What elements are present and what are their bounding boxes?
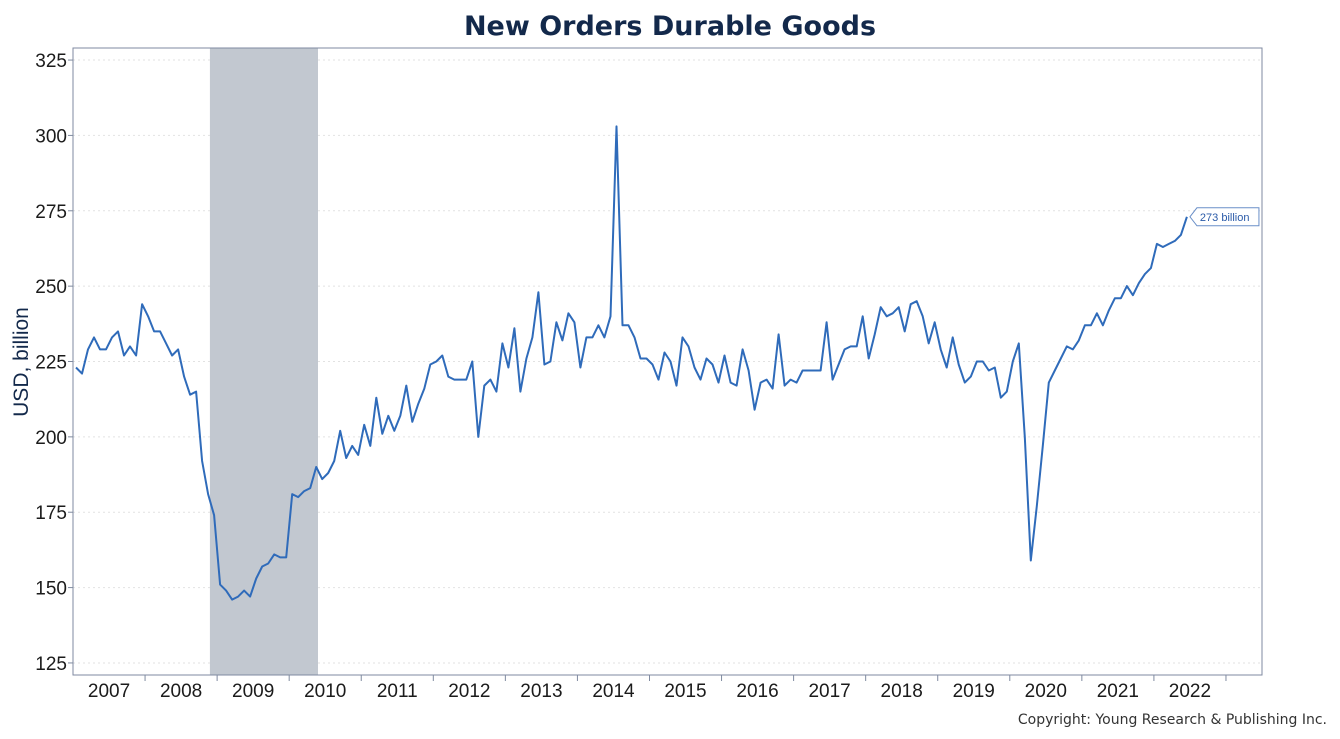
x-tick-label: 2016 — [736, 681, 778, 702]
end-value-label: 273 billion — [1200, 212, 1250, 224]
y-tick-label: 150 — [35, 579, 67, 600]
y-tick-label: 200 — [35, 428, 67, 449]
y-tick-label: 175 — [35, 503, 67, 524]
y-tick-label: 125 — [35, 654, 67, 675]
x-tick-label: 2017 — [808, 681, 850, 702]
y-axis-ticks: 125 150 175 200 225 250 275 300 325 — [35, 51, 73, 675]
gridlines — [73, 59, 1262, 664]
x-tick-label: 2021 — [1097, 681, 1139, 702]
x-tick-label: 2014 — [592, 681, 635, 702]
copyright-note: Copyright: Young Research & Publishing I… — [1018, 712, 1327, 728]
series-line-new-orders — [75, 125, 1188, 601]
end-value-annotation: 273 billion — [1189, 207, 1260, 227]
x-tick-label: 2010 — [304, 681, 346, 702]
recession-band — [209, 48, 319, 675]
y-tick-label: 275 — [35, 202, 67, 223]
x-tick-label: 2008 — [160, 681, 202, 702]
x-tick-label: 2018 — [881, 681, 923, 702]
y-tick-label: 300 — [35, 126, 67, 147]
x-tick-label: 2007 — [88, 681, 130, 702]
x-tick-label: 2013 — [520, 681, 562, 702]
x-axis-ticks: 2007 2008 2009 2010 2011 2012 2013 2014 2015 2016… — [88, 675, 1227, 702]
x-tick-label: 2022 — [1169, 681, 1211, 702]
y-tick-label: 325 — [35, 51, 67, 72]
x-tick-label: 2012 — [448, 681, 490, 702]
y-axis-label: USD, billion — [10, 307, 33, 417]
x-tick-label: 2019 — [953, 681, 995, 702]
y-tick-label: 225 — [35, 353, 67, 374]
end-value-box — [1189, 207, 1260, 227]
x-tick-label: 2011 — [377, 681, 418, 702]
y-tick-label: 250 — [35, 277, 67, 298]
x-tick-label: 2015 — [664, 681, 706, 702]
x-tick-label: 2009 — [232, 681, 274, 702]
chart-title: New Orders Durable Goods — [464, 11, 876, 42]
x-tick-label: 2020 — [1025, 681, 1067, 702]
